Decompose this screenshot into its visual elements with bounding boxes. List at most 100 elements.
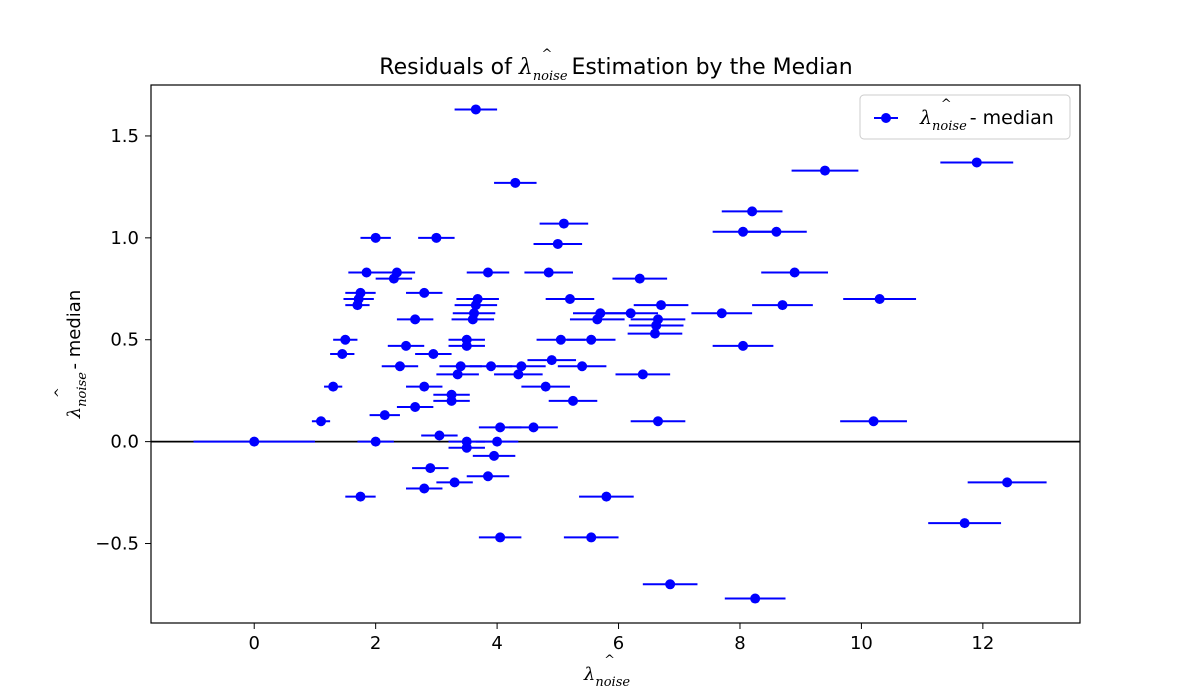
data-point (513, 369, 524, 380)
legend-label: λnoise^ - median (919, 97, 1054, 134)
x-tick-label: 12 (971, 633, 994, 654)
y-tick-label: 1.5 (110, 126, 139, 147)
data-point (492, 436, 503, 447)
x-tick-label: 2 (370, 633, 381, 654)
data-point (355, 491, 366, 502)
data-point (434, 430, 445, 441)
x-tick-label: 6 (613, 633, 624, 654)
data-point (868, 416, 879, 427)
data-point (777, 300, 788, 311)
data-point (516, 361, 527, 372)
data-point (528, 422, 539, 433)
data-point (391, 267, 402, 278)
data-point (750, 593, 761, 604)
data-point (586, 532, 597, 543)
data-point (656, 300, 667, 311)
data-point (665, 579, 676, 590)
data-point (410, 314, 421, 325)
data-point (470, 104, 481, 115)
data-point (577, 361, 588, 372)
data-point (394, 361, 405, 372)
data-point (401, 340, 412, 351)
y-tick-label: 1.0 (110, 228, 139, 249)
y-tick-label: −0.5 (95, 534, 139, 555)
data-point (489, 450, 500, 461)
data-point (747, 206, 758, 217)
data-point (425, 463, 436, 474)
data-point (959, 518, 970, 529)
data-point (555, 334, 566, 345)
data-point (634, 273, 645, 284)
data-point (428, 349, 439, 359)
data-point (595, 308, 606, 319)
data-point (495, 532, 506, 543)
data-point (461, 436, 472, 447)
data-point (472, 293, 483, 304)
data-point (449, 477, 460, 488)
x-tick-label: 10 (850, 633, 873, 654)
data-point (1002, 477, 1013, 488)
data-point (653, 314, 664, 325)
data-point (370, 232, 381, 243)
data-point (716, 308, 727, 319)
data-point (431, 232, 442, 243)
data-point (316, 416, 327, 427)
x-axis-ticks: 0 2 4 6 8 10 12 (248, 623, 994, 654)
x-tick-label: 0 (248, 633, 259, 654)
data-point (370, 436, 381, 447)
data-point (649, 328, 660, 339)
data-point (482, 471, 493, 482)
data-point (482, 267, 493, 278)
data-point (355, 287, 366, 298)
data-point (552, 238, 563, 249)
legend-box (859, 94, 1071, 140)
data-points (249, 104, 1013, 604)
data-point (452, 369, 463, 380)
data-point (337, 349, 348, 359)
data-point (738, 340, 749, 351)
y-tick-label: 0.0 (110, 432, 139, 453)
data-point (486, 361, 497, 372)
data-point (461, 334, 472, 345)
data-point (249, 436, 260, 447)
data-point (546, 355, 557, 366)
legend-marker-dot (881, 113, 891, 123)
data-point (971, 157, 982, 168)
data-point (771, 226, 782, 237)
chart-title: Residuals of λnoise^ Estimation by the M… (379, 47, 852, 84)
data-point (328, 381, 339, 392)
legend: λnoise^ - median (859, 94, 1071, 140)
data-point (586, 334, 597, 345)
data-point (419, 381, 430, 392)
data-point (601, 491, 612, 502)
data-point (874, 293, 885, 304)
plot-area (150, 84, 1081, 624)
data-point (410, 401, 421, 412)
data-point (361, 267, 372, 278)
y-axis-ticks: −0.5 0.0 0.5 1.0 1.5 (95, 126, 151, 555)
data-point (419, 483, 430, 494)
data-point (446, 389, 457, 400)
data-point (653, 416, 664, 427)
data-point (379, 410, 390, 421)
data-point (469, 308, 480, 319)
data-point (789, 267, 800, 278)
data-point (564, 293, 575, 304)
data-point (455, 361, 466, 372)
y-tick-label: 0.5 (110, 330, 139, 351)
x-axis-label: λnoise^ (583, 653, 630, 690)
data-point (819, 165, 830, 176)
data-point (558, 218, 569, 229)
data-point (543, 267, 554, 278)
plot-frame (150, 84, 1081, 624)
data-point (637, 369, 648, 380)
y-axis-label: λnoise^ - median (53, 290, 90, 419)
data-point (510, 177, 521, 188)
data-point (540, 381, 551, 392)
x-tick-label: 8 (734, 633, 745, 654)
data-point (567, 395, 578, 406)
data-point (738, 226, 749, 237)
x-tick-label: 4 (491, 633, 502, 654)
data-point (340, 334, 351, 345)
